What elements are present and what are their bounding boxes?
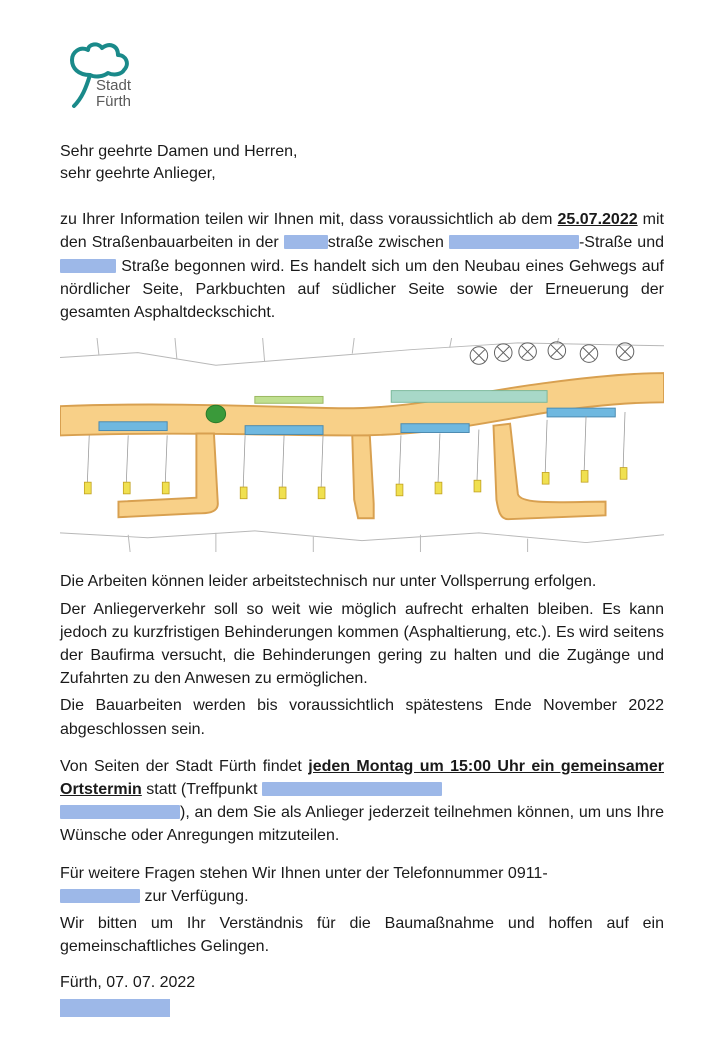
body-p2: Der Anliegerverkehr soll so weit wie mög… [60,598,664,691]
signoff-block: Fürth, 07. 07. 2022 [60,972,664,1016]
intro-text-3: straße zwischen [328,234,449,251]
city-logo: Stadt Fürth [60,40,664,123]
meeting-t1: Von Seiten der Stadt Fürth findet [60,758,308,775]
salutation-line1: Sehr geehrte Damen und Herren, [60,141,664,163]
meeting-paragraph: Von Seiten der Stadt Fürth findet jeden … [60,755,664,848]
redaction [284,235,328,249]
contact-t1: Für weitere Fragen stehen Wir Ihnen unte… [60,865,548,882]
intro-date: 25.07.2022 [558,211,638,228]
intro-text-4: -Straße und [579,234,664,251]
body-p1: Die Arbeiten können leider arbeitstechni… [60,570,664,593]
redaction [60,259,116,273]
salutation-block: Sehr geehrte Damen und Herren, sehr geeh… [60,141,664,184]
body-p3: Die Bauarbeiten werden bis voraussichtli… [60,694,664,740]
redaction [262,782,442,796]
redaction [60,889,140,903]
closing-paragraph: Wir bitten um Ihr Verständnis für die Ba… [60,912,664,958]
plan-svg [60,338,664,552]
intro-text-1: zu Ihrer Information teilen wir Ihnen mi… [60,211,558,228]
logo-text-2: Fürth [96,93,131,110]
redaction [449,235,579,249]
logo-text-1: Stadt [96,77,132,94]
intro-text-5: Straße begonnen wird. Es handelt sich um… [60,258,664,321]
contact-paragraph: Für weitere Fragen stehen Wir Ihnen unte… [60,862,664,908]
meeting-t2: statt (Treffpunkt [142,781,262,798]
street-plan-map [60,338,664,552]
salutation-line2: sehr geehrte Anlieger, [60,163,664,185]
contact-t2: zur Verfügung. [140,888,249,905]
intro-paragraph: zu Ihrer Information teilen wir Ihnen mi… [60,208,664,324]
redaction [60,805,180,819]
clover-logo-svg: Stadt Fürth [60,40,150,118]
letter-page: Stadt Fürth Sehr geehrte Damen und Herre… [0,0,724,1047]
signature-redaction [60,999,170,1017]
place-date: Fürth, 07. 07. 2022 [60,972,664,994]
